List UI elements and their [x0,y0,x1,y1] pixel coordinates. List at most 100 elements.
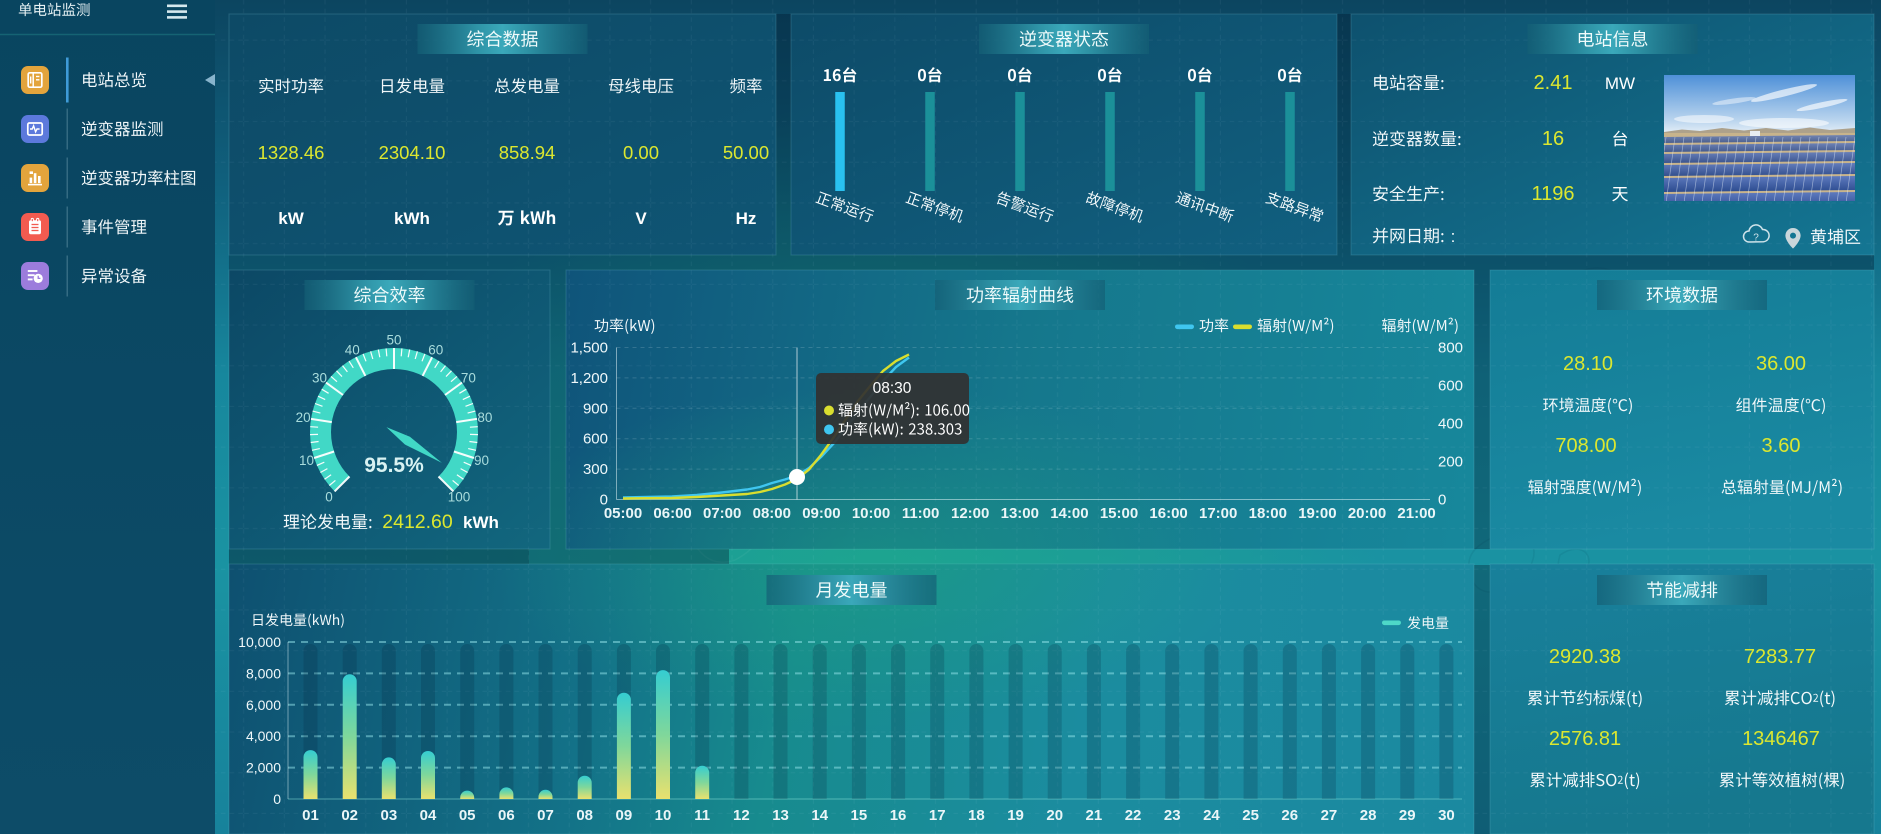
svg-text:10:00: 10:00 [852,505,890,522]
svg-text:858.94: 858.94 [499,142,556,163]
svg-text:13:00: 13:00 [1001,505,1039,522]
svg-text:10,000: 10,000 [238,634,281,650]
svg-text:07:00: 07:00 [703,505,741,522]
svg-text:1196: 1196 [1531,183,1574,205]
svg-text:1,500: 1,500 [570,340,608,357]
svg-text:03: 03 [380,807,397,824]
svg-text:MW: MW [1605,74,1635,93]
svg-text:36.00: 36.00 [1756,353,1806,375]
svg-text:90: 90 [474,453,489,468]
svg-text:20: 20 [296,410,311,425]
svg-text:80: 80 [477,410,492,425]
svg-text:900: 900 [583,400,608,417]
svg-text:28.10: 28.10 [1563,353,1613,375]
svg-text:60: 60 [428,343,443,358]
svg-text:300: 300 [583,461,608,478]
svg-text:2.41: 2.41 [1534,72,1573,94]
svg-text:4,000: 4,000 [246,728,281,744]
svg-text:19: 19 [1007,807,1024,824]
svg-text:08:30: 08:30 [873,380,912,397]
svg-text:26: 26 [1281,807,1298,824]
svg-text::: : [1451,227,1456,246]
svg-text:600: 600 [583,431,608,448]
svg-text:2412.60: 2412.60 [382,511,453,533]
svg-text:24: 24 [1203,807,1220,824]
svg-text:0: 0 [600,492,608,509]
svg-text:18: 18 [968,807,985,824]
svg-text:0: 0 [273,791,281,807]
svg-text:09:00: 09:00 [802,505,840,522]
svg-text:2920.38: 2920.38 [1549,646,1621,668]
svg-text:1328.46: 1328.46 [258,142,325,163]
svg-text:02: 02 [341,807,358,824]
svg-text:21: 21 [1086,807,1103,824]
svg-text:708.00: 708.00 [1555,435,1616,457]
svg-text:17: 17 [929,807,946,824]
svg-text:1346467: 1346467 [1742,728,1820,750]
svg-text:3.60: 3.60 [1762,435,1801,457]
svg-text:14: 14 [811,807,828,824]
svg-text:12:00: 12:00 [951,505,989,522]
svg-text:17:00: 17:00 [1199,505,1237,522]
svg-text:21:00: 21:00 [1397,505,1435,522]
svg-text:kW: kW [278,209,304,228]
svg-text:06: 06 [498,807,515,824]
svg-text:Hz: Hz [736,209,757,228]
svg-text:kWh: kWh [394,209,430,228]
svg-text:11:00: 11:00 [902,505,940,522]
svg-text:50.00: 50.00 [723,142,769,163]
svg-text:16:00: 16:00 [1149,505,1187,522]
svg-text:29: 29 [1399,807,1416,824]
svg-text:08:00: 08:00 [753,505,791,522]
svg-text:2576.81: 2576.81 [1549,728,1621,750]
svg-text:8,000: 8,000 [246,665,281,681]
svg-text:14:00: 14:00 [1050,505,1088,522]
svg-text:11: 11 [694,807,710,824]
svg-text:0: 0 [325,490,333,505]
svg-text:100: 100 [448,490,471,505]
svg-text:09: 09 [616,807,633,824]
svg-text:2,000: 2,000 [246,760,281,776]
svg-text:15:00: 15:00 [1100,505,1138,522]
svg-text:800: 800 [1438,340,1463,357]
svg-text:V: V [635,209,647,228]
svg-text:05: 05 [459,807,476,824]
svg-text:0.00: 0.00 [623,142,659,163]
svg-text:30: 30 [312,370,327,385]
svg-text:40: 40 [345,343,360,358]
svg-text:7283.77: 7283.77 [1744,646,1816,668]
svg-text:15: 15 [851,807,868,824]
svg-text:06:00: 06:00 [653,505,691,522]
svg-text:23: 23 [1164,807,1181,824]
svg-text:05:00: 05:00 [604,505,642,522]
svg-text:6,000: 6,000 [246,697,281,713]
svg-text:95.5%: 95.5% [364,454,424,477]
svg-text:10: 10 [299,453,314,468]
svg-text:13: 13 [772,807,789,824]
svg-text:12: 12 [733,807,750,824]
svg-text:16: 16 [890,807,907,824]
svg-text:22: 22 [1125,807,1142,824]
svg-text:20: 20 [1046,807,1063,824]
svg-text:20:00: 20:00 [1348,505,1386,522]
svg-text:16: 16 [1542,128,1564,150]
svg-text:0: 0 [1438,492,1446,509]
svg-text:01: 01 [302,807,319,824]
svg-text:07: 07 [537,807,554,824]
svg-text:18:00: 18:00 [1249,505,1287,522]
svg-text:08: 08 [576,807,593,824]
svg-text:10: 10 [655,807,672,824]
svg-text:?: ? [1753,233,1759,244]
svg-text:50: 50 [386,333,401,348]
svg-text:400: 400 [1438,416,1463,433]
svg-text:27: 27 [1321,807,1338,824]
svg-text:600: 600 [1438,378,1463,395]
svg-text:28: 28 [1360,807,1377,824]
svg-text:25: 25 [1242,807,1259,824]
svg-text:200: 200 [1438,454,1463,471]
svg-text:70: 70 [461,370,476,385]
svg-text:1,200: 1,200 [570,370,608,387]
svg-text:30: 30 [1438,807,1455,824]
svg-text:19:00: 19:00 [1298,505,1336,522]
svg-text:kWh: kWh [463,513,499,532]
